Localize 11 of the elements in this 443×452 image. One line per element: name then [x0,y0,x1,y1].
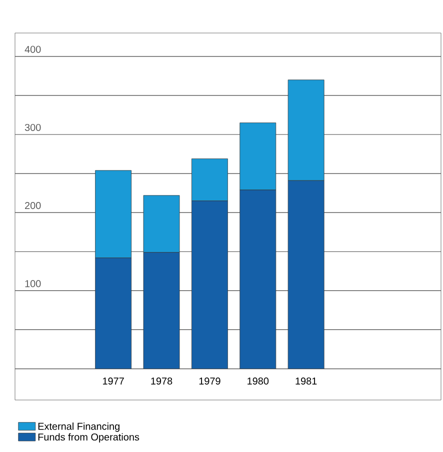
x-tick-label: 1979 [199,378,220,385]
legend-label: External Financing [38,422,120,432]
legend-label: Funds from Operations [38,433,140,443]
x-tick-label: 1981 [296,378,317,385]
y-tick-label: 400 [24,46,41,53]
y-tick-label: 300 [24,124,41,131]
x-tick-label: 1977 [102,378,124,385]
x-tick-label: 1980 [248,378,269,385]
y-tick-label: 200 [25,202,41,210]
x-tick-label: 1978 [151,378,172,385]
y-tick-label: 100 [25,280,41,288]
